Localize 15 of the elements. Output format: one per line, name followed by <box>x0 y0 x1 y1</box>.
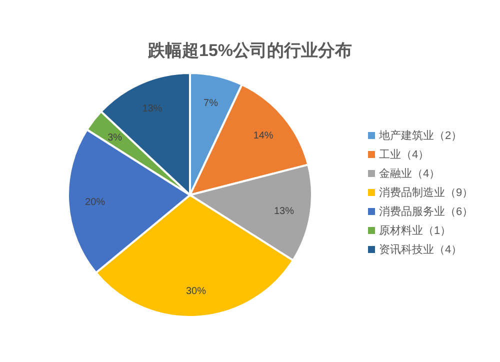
legend-label: 工业（4） <box>379 148 430 161</box>
legend-label: 原材料业（1） <box>379 224 452 237</box>
data-label: 13% <box>274 206 294 217</box>
data-label: 3% <box>108 132 122 144</box>
data-label: 7% <box>204 98 218 110</box>
data-label: 20% <box>85 196 106 208</box>
legend-label: 资讯科技业（4） <box>379 243 462 256</box>
data-label: 13% <box>142 104 162 115</box>
legend-label: 消费品服务业（6） <box>379 205 474 218</box>
data-label: 30% <box>186 286 206 297</box>
legend-label: 消费品制造业（9） <box>379 186 474 199</box>
legend-label: 金融业（4） <box>379 167 440 180</box>
chart-title: 跌幅超15%公司的行业分布 <box>146 41 352 60</box>
data-label: 14% <box>253 130 274 142</box>
legend-label: 地产建筑业（2） <box>378 129 462 142</box>
